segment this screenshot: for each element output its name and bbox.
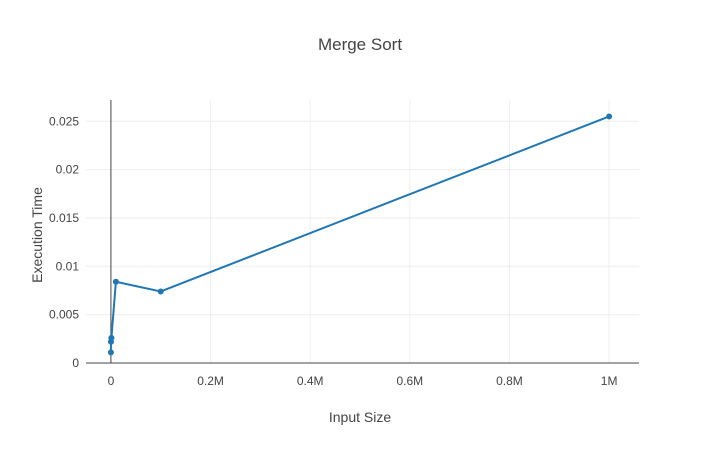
y-axis-title: Execution Time [29, 187, 45, 283]
x-tick-label: 0.6M [396, 374, 423, 388]
data-point[interactable] [108, 334, 115, 341]
data-point[interactable] [112, 278, 119, 285]
x-tick-label: 0.8M [496, 374, 523, 388]
chart-title: Merge Sort [318, 35, 402, 54]
data-point[interactable] [606, 113, 613, 120]
data-point[interactable] [157, 288, 164, 295]
y-tick-label: 0.02 [56, 163, 80, 177]
y-tick-label: 0.015 [49, 211, 79, 225]
y-tick-label: 0.005 [49, 308, 79, 322]
data-point[interactable] [107, 349, 114, 356]
x-tick-label: 0.4M [297, 374, 324, 388]
series-layer [107, 113, 613, 356]
y-tick-label: 0 [72, 356, 79, 370]
x-tick-label: 0.2M [197, 374, 224, 388]
axis-layer: 0 0.005 0.01 0.015 0.02 0.025 0 0.2M 0.4M 0.6M 0.8… [49, 100, 639, 388]
y-tick-label: 0.025 [49, 114, 79, 128]
grid-layer [86, 100, 639, 363]
x-tick-label: 0 [108, 374, 115, 388]
x-axis-title: Input Size [329, 409, 391, 425]
y-tick-label: 0.01 [56, 259, 80, 273]
series-line [109, 115, 610, 353]
x-tick-label: 1M [601, 374, 618, 388]
